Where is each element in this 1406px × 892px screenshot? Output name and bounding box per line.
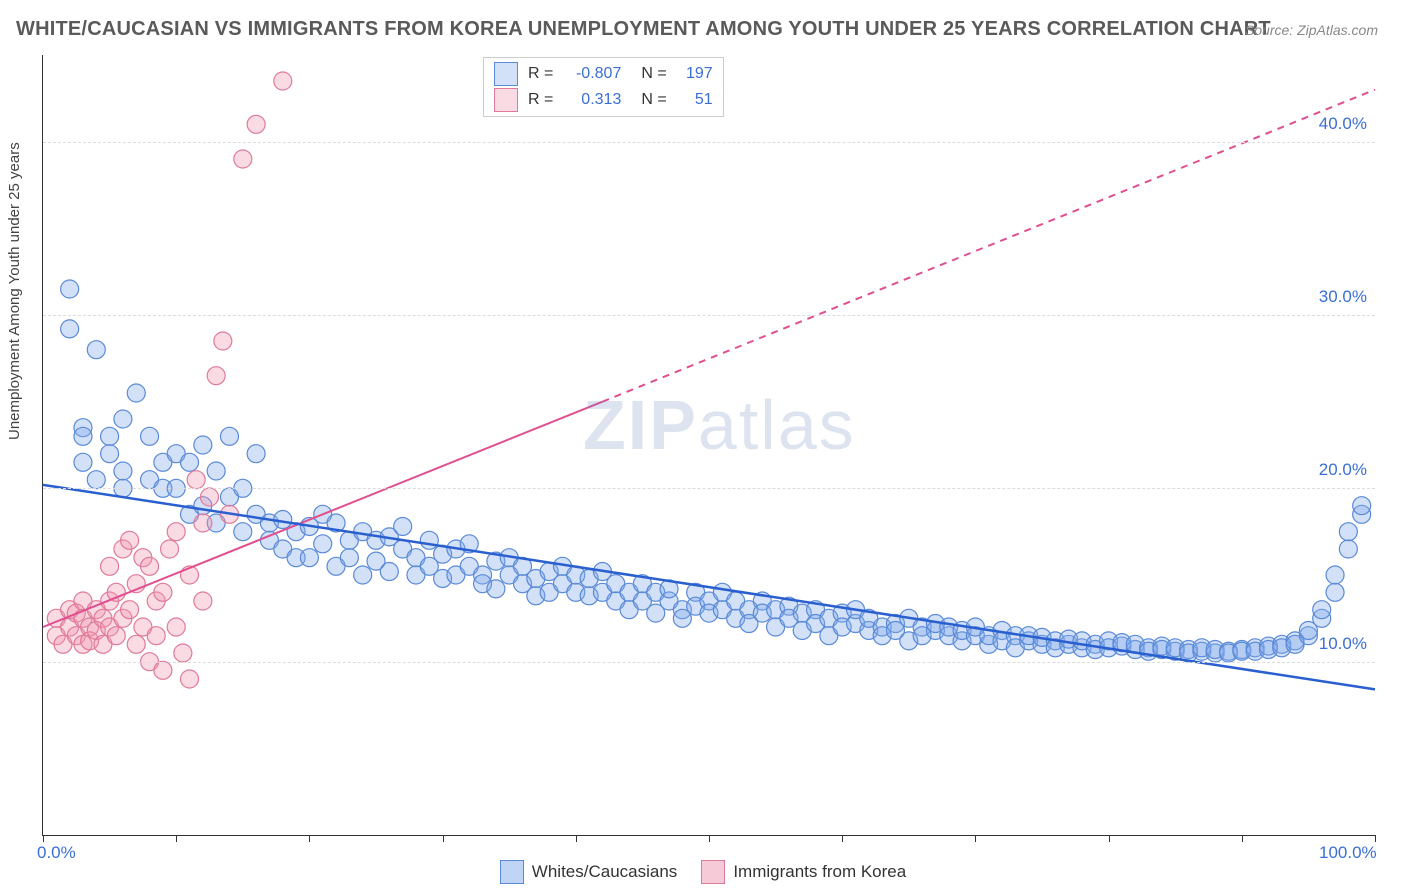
swatch-series1 [494, 62, 518, 86]
chart-title: WHITE/CAUCASIAN VS IMMIGRANTS FROM KOREA… [16, 18, 1271, 41]
r-value-series1: -0.807 [563, 65, 621, 83]
n-value-series1: 197 [677, 65, 713, 83]
y-tick-label: 10.0% [1319, 634, 1367, 654]
x-tick [443, 835, 444, 842]
x-tick [43, 835, 44, 842]
gridline [43, 488, 1375, 489]
legend-swatch [701, 860, 725, 884]
n-label: N = [641, 65, 666, 83]
gridline [43, 315, 1375, 316]
x-tick [1375, 835, 1376, 842]
stats-row-series1: R = -0.807 N = 197 [494, 62, 713, 86]
legend-label: Whites/Caucasians [532, 862, 678, 882]
stats-legend: R = -0.807 N = 197 R = 0.313 N = 51 [483, 57, 724, 117]
y-tick-label: 20.0% [1319, 460, 1367, 480]
source-label: Source: ZipAtlas.com [1245, 22, 1378, 38]
legend-item: Whites/Caucasians [500, 860, 678, 884]
legend-item: Immigrants from Korea [701, 860, 906, 884]
n-label: N = [641, 91, 666, 109]
gridline [43, 142, 1375, 143]
x-tick [576, 835, 577, 842]
r-value-series2: 0.313 [563, 91, 621, 109]
y-tick-label: 40.0% [1319, 114, 1367, 134]
scatter-svg [43, 55, 1375, 835]
stats-row-series2: R = 0.313 N = 51 [494, 88, 713, 112]
x-tick [842, 835, 843, 842]
swatch-series2 [494, 88, 518, 112]
gridline [43, 662, 1375, 663]
r-label: R = [528, 65, 553, 83]
x-tick [309, 835, 310, 842]
x-tick [709, 835, 710, 842]
legend-swatch [500, 860, 524, 884]
x-tick [176, 835, 177, 842]
bottom-legend: Whites/Caucasians Immigrants from Korea [0, 860, 1406, 884]
x-tick [1109, 835, 1110, 842]
n-value-series2: 51 [677, 91, 713, 109]
y-axis-label: Unemployment Among Youth under 25 years [6, 142, 23, 440]
legend-label: Immigrants from Korea [733, 862, 906, 882]
r-label: R = [528, 91, 553, 109]
chart-plot-area: ZIPatlas R = -0.807 N = 197 R = 0.313 N … [42, 55, 1375, 836]
y-tick-label: 30.0% [1319, 287, 1367, 307]
x-tick [975, 835, 976, 842]
x-tick [1242, 835, 1243, 842]
